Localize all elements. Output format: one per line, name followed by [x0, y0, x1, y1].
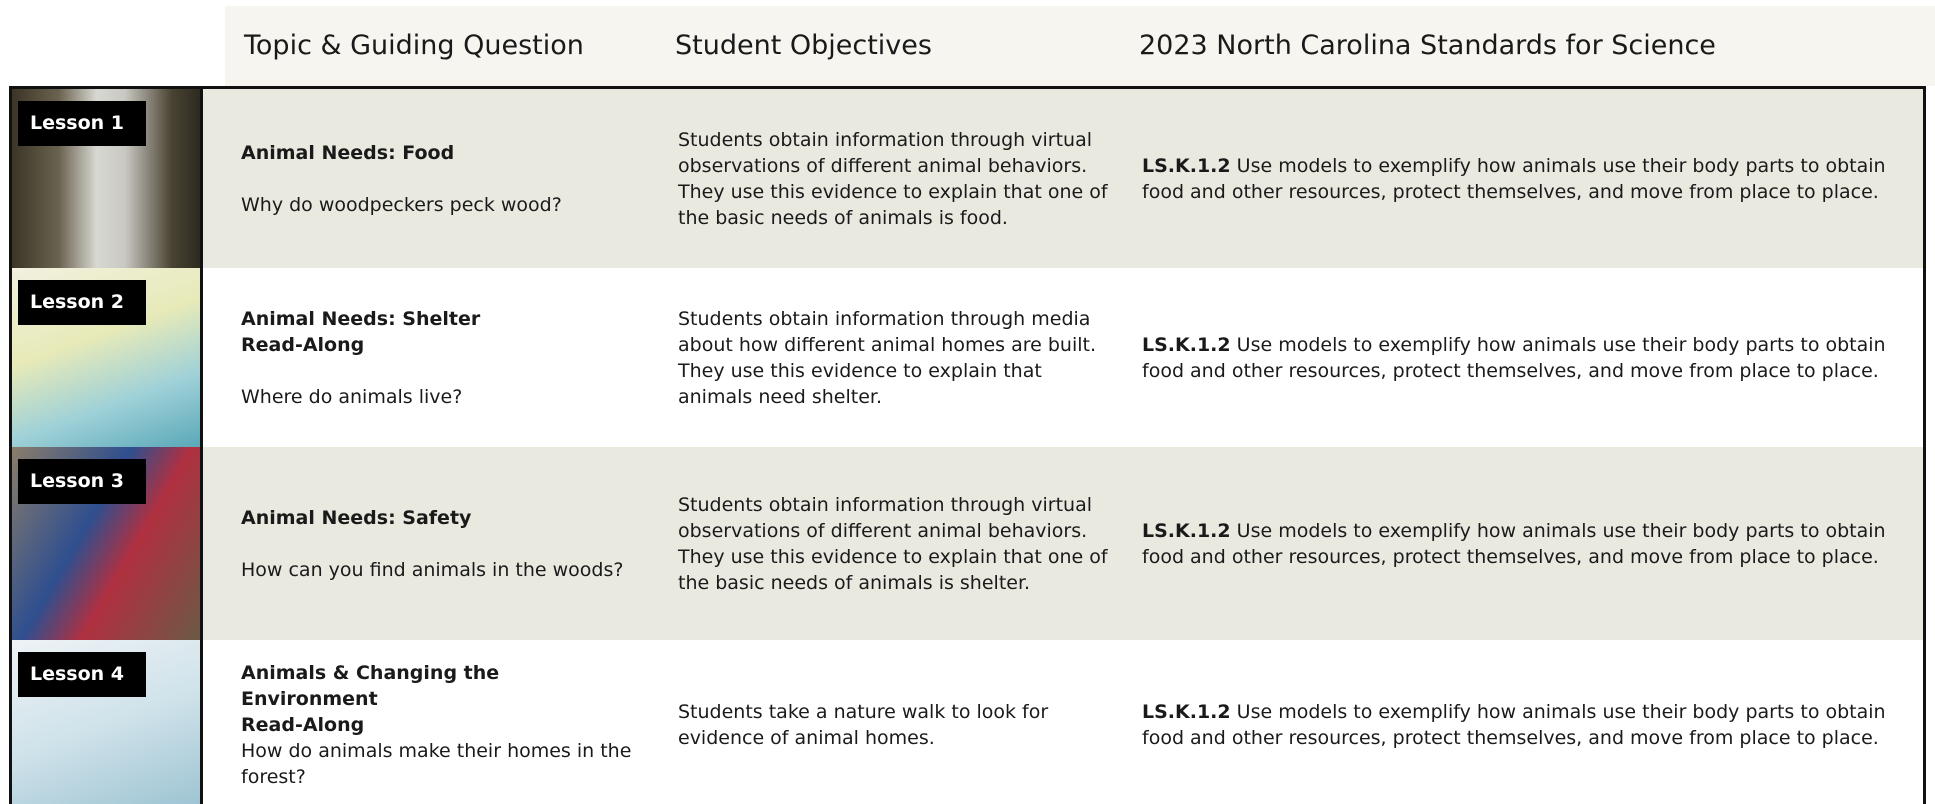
- objectives-cell: Students obtain information through medi…: [678, 268, 1118, 447]
- topic-title: Animal Needs: Food: [241, 141, 455, 164]
- objectives-cell: Students obtain information through virt…: [678, 447, 1118, 640]
- guiding-question: How can you find animals in the woods?: [241, 558, 624, 581]
- objectives: Students obtain information through virt…: [678, 493, 1108, 594]
- objectives: Students obtain information through virt…: [678, 128, 1108, 229]
- standards-cell: LS.K.1.2 Use models to exemplify how ani…: [1142, 268, 1902, 447]
- guiding-question: How do animals make their homes in the f…: [241, 740, 632, 788]
- topic-title: Animals & Changing the Environment: [241, 662, 500, 710]
- guiding-question: Why do woodpeckers peck wood?: [241, 193, 562, 216]
- standard-text: Use models to exemplify how animals use …: [1142, 519, 1886, 568]
- lesson-table: Lesson 1 Animal Needs: Food Why do woodpec…: [9, 86, 1926, 804]
- standard-code: LS.K.1.2: [1142, 333, 1231, 356]
- standard: LS.K.1.2 Use models to exemplify how ani…: [1142, 332, 1902, 384]
- lesson-row: Lesson 2 Animal Needs: Shelter Read-Along W…: [12, 268, 1923, 447]
- topic-cell: Animal Needs: Safety How can you find ani…: [241, 447, 661, 640]
- lesson-label: Lesson 4: [18, 652, 146, 697]
- standards-cell: LS.K.1.2 Use models to exemplify how ani…: [1142, 89, 1902, 268]
- lesson-row: Lesson 4 Animals & Changing the Environme…: [12, 640, 1923, 804]
- column-header: Student Objectives: [675, 30, 932, 61]
- objectives-cell: Students take a nature walk to look for …: [678, 640, 1118, 804]
- topic-title: Read-Along: [241, 333, 365, 356]
- objectives: Students obtain information through medi…: [678, 307, 1096, 408]
- column-header: Topic & Guiding Question: [244, 30, 584, 61]
- topic-cell: Animals & Changing the Environment Read-A…: [241, 640, 661, 804]
- lesson-image: Lesson 3: [12, 447, 203, 640]
- standards-cell: LS.K.1.2 Use models to exemplify how ani…: [1142, 447, 1902, 640]
- lesson-image: Lesson 2: [12, 268, 203, 447]
- topic-title: Animal Needs: Safety: [241, 506, 472, 529]
- objectives-cell: Students obtain information through virt…: [678, 89, 1118, 268]
- guiding-question: Where do animals live?: [241, 385, 463, 408]
- standard-text: Use models to exemplify how animals use …: [1142, 701, 1886, 749]
- topic-title: Animal Needs: Shelter: [241, 307, 481, 330]
- lesson-image: Lesson 1: [12, 89, 203, 268]
- column-header: 2023 North Carolina Standards for Scienc…: [1139, 30, 1716, 61]
- objectives: Students take a nature walk to look for …: [678, 701, 1049, 749]
- topic-cell: Animal Needs: Shelter Read-Along Where do …: [241, 268, 661, 447]
- lesson-image: Lesson 4: [12, 640, 203, 804]
- standard-code: LS.K.1.2: [1142, 701, 1231, 723]
- lesson-row: Lesson 3 Animal Needs: Safety How can you …: [12, 447, 1923, 640]
- lesson-row: Lesson 1 Animal Needs: Food Why do woodpec…: [12, 89, 1923, 268]
- standard: LS.K.1.2 Use models to exemplify how ani…: [1142, 153, 1902, 205]
- standards-cell: LS.K.1.2 Use models to exemplify how ani…: [1142, 640, 1902, 804]
- lesson-label: Lesson 1: [18, 101, 146, 146]
- standard: LS.K.1.2 Use models to exemplify how ani…: [1142, 518, 1902, 570]
- lesson-label: Lesson 2: [18, 280, 146, 325]
- table-header: Topic & Guiding Question Student Objecti…: [225, 6, 1935, 86]
- topic-title: Read-Along: [241, 714, 365, 736]
- standard-code: LS.K.1.2: [1142, 519, 1231, 542]
- lesson-label: Lesson 3: [18, 459, 146, 504]
- standard-text: Use models to exemplify how animals use …: [1142, 333, 1886, 382]
- standard-text: Use models to exemplify how animals use …: [1142, 154, 1886, 203]
- standard-code: LS.K.1.2: [1142, 154, 1231, 177]
- topic-cell: Animal Needs: Food Why do woodpeckers pec…: [241, 89, 661, 268]
- standard: LS.K.1.2 Use models to exemplify how ani…: [1142, 699, 1902, 751]
